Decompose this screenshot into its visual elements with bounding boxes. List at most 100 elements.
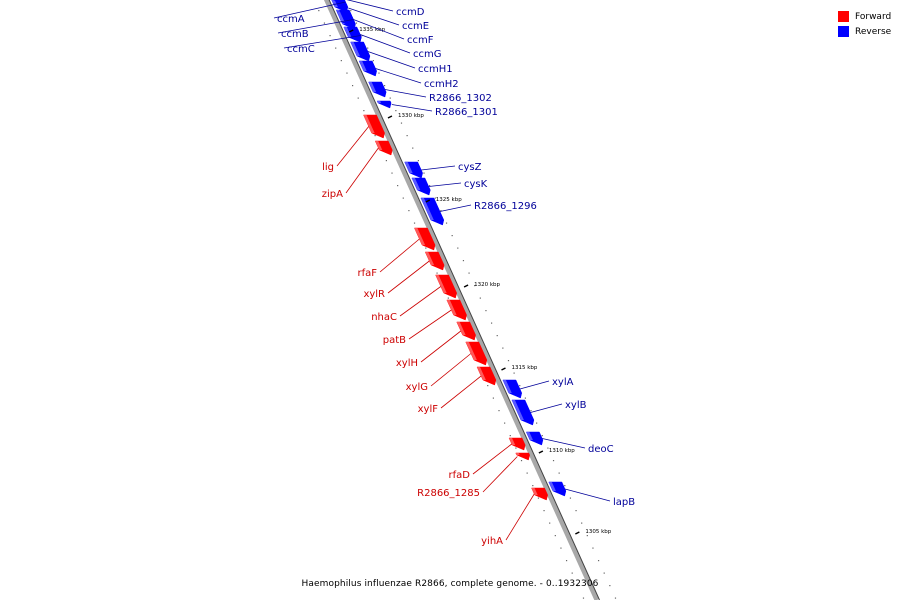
gene-label-patB: patB [383,335,406,346]
guide-dot [318,10,320,12]
gene-label-rfaF: rfaF [357,268,377,279]
gene-block-shine [350,42,360,56]
leader-line-R2866_1296 [439,204,472,212]
gene-label-xylR: xylR [363,289,385,300]
guide-dot [413,222,416,224]
guide-dot [524,397,526,399]
guide-dot [569,497,572,499]
guide-dot [552,460,555,462]
leader-line-zipA [345,147,379,194]
gene-block-xylA [502,379,523,399]
guide-dot [490,322,493,324]
gene-label-xylF: xylF [418,404,439,415]
leader-line-nhaC [399,286,442,317]
gene-label-ccmE: ccmE [402,21,429,32]
gene-block-ccmG [343,26,362,43]
gene-block-shine [414,228,426,245]
guide-dot [383,85,386,87]
gene-block-shine [515,453,520,455]
gene-block-R2866_1285 [515,452,530,461]
guide-dot [492,397,494,399]
gene-label-cysK: cysK [464,179,488,190]
legend-label-reverse: Reverse [855,26,892,37]
leader-line-ccmH1 [367,51,416,69]
genome-backbone [323,0,600,600]
gene-block-shine [526,432,533,440]
gene-block-R2866_1296 [420,197,445,226]
guide-dot [513,372,515,374]
guide-dot [498,410,500,412]
gene-block-xylF [476,366,497,386]
gene-block-shine [375,141,383,150]
gene-block-rfaF [414,227,436,251]
guide-dot [549,522,551,524]
legend-label-forward: Forward [855,11,892,22]
gene-block-shine [456,322,466,335]
leader-line-xylB [530,403,563,413]
gene-block-ccmH1 [350,41,371,62]
gene-block-shine [509,438,516,445]
guide-dot [423,172,425,174]
guide-dot [560,547,562,549]
gene-block-xylH [456,321,476,341]
guide-dot [367,47,369,49]
backbone-edge [328,0,600,600]
gene-block-shine [368,82,377,92]
guide-dot [536,422,538,424]
gene-block-ccmH2 [358,60,377,77]
leader-line-ccmF [353,19,405,40]
tick-label: 1325 kbp [436,197,462,203]
guide-dot [565,560,568,562]
guide-dot [468,272,470,274]
leader-line-R2866_1285 [482,456,518,493]
gene-block-xylR [424,251,445,271]
gene-block-cysZ [404,161,423,179]
gene-block-lapB [548,481,567,497]
gene-label-R2866_1285: R2866_1285 [417,488,480,499]
guide-dot [526,472,528,474]
gene-block-shine [446,300,457,315]
gene-block-shine [548,482,556,491]
legend-item-forward: Forward [838,9,891,24]
guide-dot [402,197,404,199]
gene-block-shine [343,27,352,37]
gene-label-ccmB: ccmB [281,29,309,40]
leader-line-ccmB [277,19,354,34]
gene-block-yihA [531,487,548,501]
gene-block-shine [477,367,486,380]
guide-dot [537,497,540,499]
tick-label: 1310 kbp [549,448,575,454]
guide-dot [323,22,326,24]
guide-dot [363,110,365,112]
legend-swatch-forward [838,11,849,22]
guide-dot [532,485,534,487]
gene-block-xylB [511,399,535,426]
leader-line-xylR [387,260,430,294]
gene-block-shine [465,342,477,360]
leader-line-patB [408,309,452,340]
gene-block-shine [377,101,382,103]
gene-label-yihA: yihA [481,536,503,547]
guide-dot [412,147,414,149]
legend-swatch-reverse [838,26,849,37]
gene-label-lig: lig [322,162,334,173]
gene-block-shine [404,162,413,173]
gene-label-ccmG: ccmG [413,49,442,60]
guide-dot [335,47,337,49]
guide-dot [603,572,605,574]
guide-dot [479,297,481,299]
guide-dot [445,222,448,224]
gene-block-shine [531,488,538,495]
guide-dot [462,260,465,262]
tick-label: 1305 kbp [585,529,611,535]
gene-label-ccmD: ccmD [396,7,425,18]
gene-label-xylG: xylG [406,382,428,393]
tick-label: 1330 kbp [398,113,424,119]
tick-mark [463,284,469,288]
guide-dot [451,235,453,237]
guide-dot [385,160,387,162]
guide-dot [436,272,438,274]
leader-line-deoC [542,438,586,449]
gene-label-lapB: lapB [613,497,635,508]
